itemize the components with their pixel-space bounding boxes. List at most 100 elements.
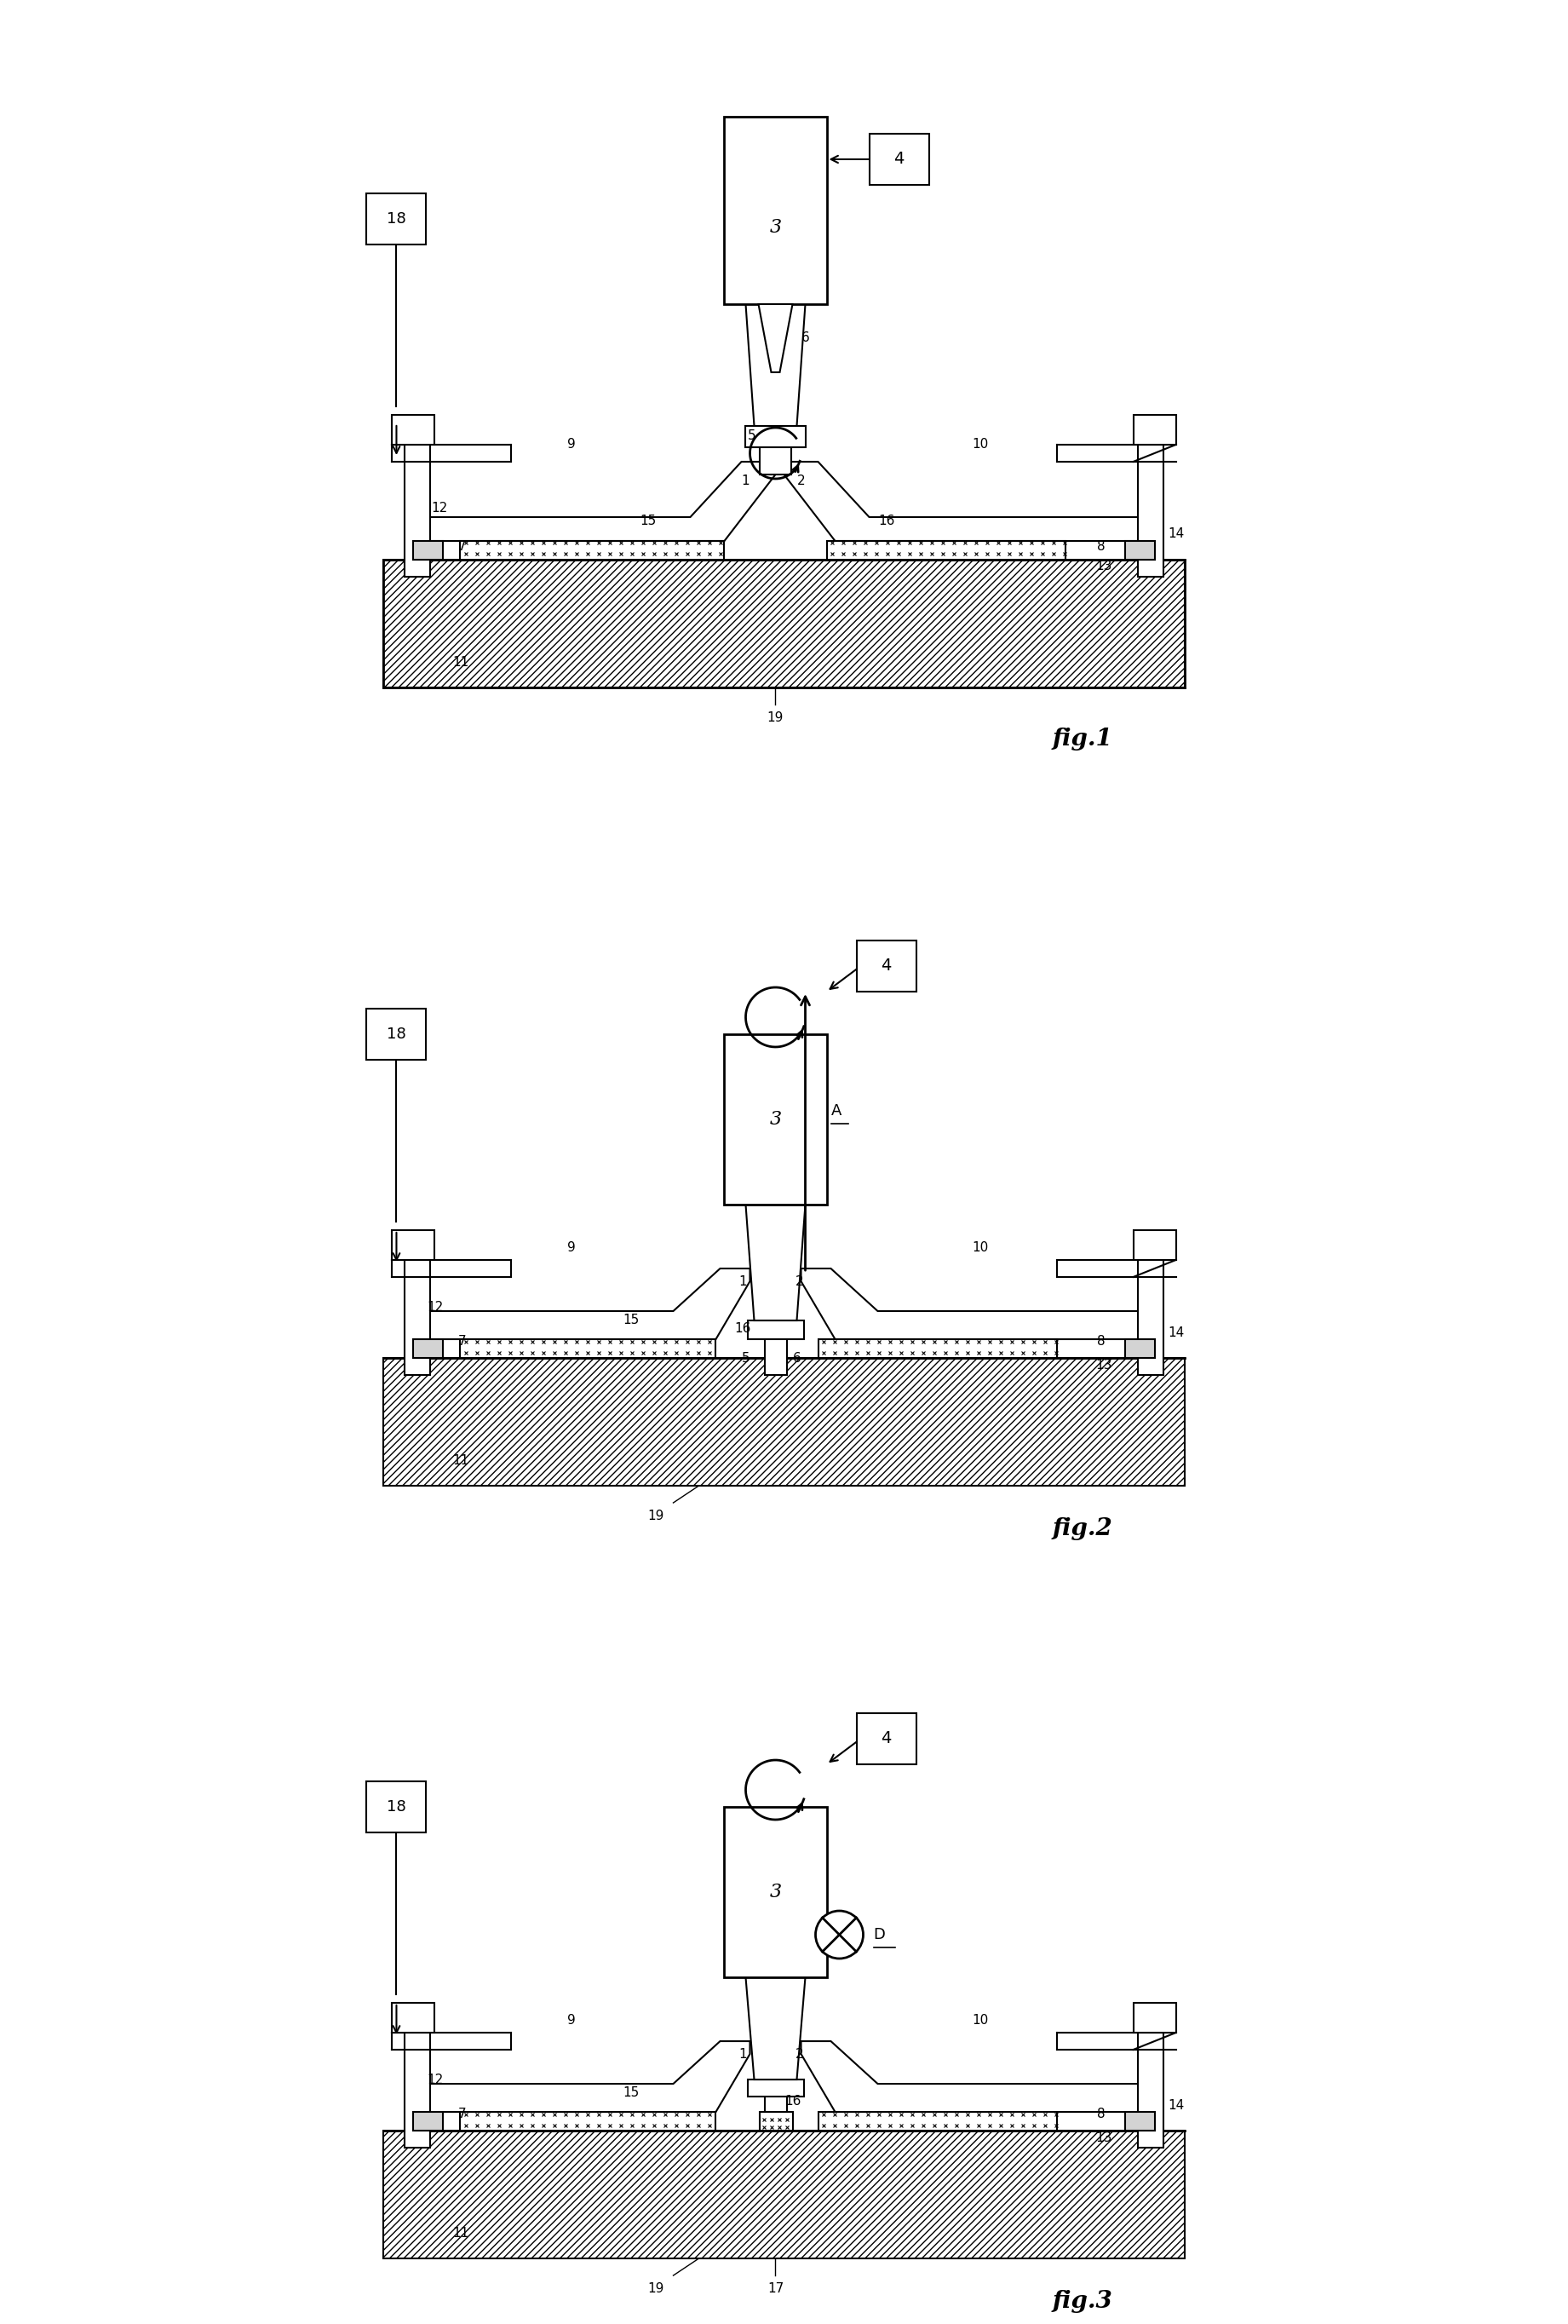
Bar bbox=[405, 442, 431, 576]
Text: fig.3: fig.3 bbox=[1052, 2289, 1112, 2312]
Text: 3: 3 bbox=[770, 1111, 781, 1129]
FancyBboxPatch shape bbox=[367, 193, 426, 244]
Polygon shape bbox=[801, 1269, 1151, 1339]
Bar bbox=[1137, 442, 1163, 576]
Text: 14: 14 bbox=[1168, 1327, 1184, 1339]
Bar bbox=[384, 560, 1184, 688]
FancyBboxPatch shape bbox=[856, 941, 916, 992]
Text: 8: 8 bbox=[1096, 541, 1105, 553]
Text: 10: 10 bbox=[972, 439, 988, 451]
Text: 11: 11 bbox=[452, 1455, 469, 1466]
Bar bbox=[405, 1255, 431, 1376]
Text: 11: 11 bbox=[452, 2226, 469, 2240]
Text: 3: 3 bbox=[770, 218, 781, 237]
Polygon shape bbox=[801, 2040, 1151, 2113]
Bar bbox=[1124, 541, 1154, 560]
Text: 10: 10 bbox=[972, 2013, 988, 2027]
Text: 11: 11 bbox=[452, 655, 469, 669]
Bar bbox=[461, 541, 724, 560]
Text: 12: 12 bbox=[431, 502, 447, 516]
Circle shape bbox=[815, 1910, 864, 1959]
Text: 6: 6 bbox=[793, 1353, 801, 1364]
Bar bbox=[1124, 2113, 1154, 2131]
Text: 1: 1 bbox=[739, 1276, 748, 1287]
Text: 16: 16 bbox=[784, 2094, 801, 2108]
Bar bbox=[384, 1357, 1184, 1485]
Text: 19: 19 bbox=[648, 1508, 665, 1522]
Bar bbox=[414, 541, 444, 560]
Bar bbox=[392, 1229, 434, 1260]
Text: 16: 16 bbox=[878, 516, 894, 528]
Text: 7: 7 bbox=[458, 541, 466, 553]
Text: 4: 4 bbox=[881, 957, 892, 974]
Text: A: A bbox=[831, 1104, 842, 1118]
Text: 10: 10 bbox=[972, 1241, 988, 1253]
Text: 18: 18 bbox=[387, 211, 406, 225]
Text: 13: 13 bbox=[1094, 1360, 1112, 1371]
Text: 9: 9 bbox=[568, 439, 575, 451]
Polygon shape bbox=[759, 304, 792, 372]
Bar bbox=[414, 2113, 444, 2131]
Text: 18: 18 bbox=[387, 1799, 406, 1815]
Polygon shape bbox=[746, 1978, 806, 2080]
Text: fig.1: fig.1 bbox=[1052, 727, 1112, 751]
Bar bbox=[760, 2113, 792, 2131]
Text: 4: 4 bbox=[881, 1731, 892, 1748]
Bar bbox=[724, 1806, 826, 1978]
Text: 2: 2 bbox=[797, 474, 804, 488]
Text: 12: 12 bbox=[426, 1301, 444, 1313]
Polygon shape bbox=[784, 462, 1151, 541]
Bar bbox=[461, 1339, 717, 1357]
Bar bbox=[765, 1336, 787, 1376]
Bar bbox=[414, 1339, 444, 1357]
Text: 12: 12 bbox=[426, 2073, 444, 2087]
Bar bbox=[1137, 1255, 1163, 1376]
Text: 8: 8 bbox=[1096, 2108, 1105, 2119]
Text: 5: 5 bbox=[748, 430, 756, 442]
Bar bbox=[826, 541, 1065, 560]
FancyBboxPatch shape bbox=[856, 1713, 916, 1764]
Text: 17: 17 bbox=[767, 2282, 784, 2294]
Bar bbox=[748, 2080, 803, 2096]
Polygon shape bbox=[417, 462, 776, 541]
Bar bbox=[746, 425, 806, 446]
Text: 19: 19 bbox=[767, 711, 784, 723]
Polygon shape bbox=[417, 2040, 750, 2113]
Bar bbox=[818, 1339, 1057, 1357]
Bar bbox=[461, 2113, 717, 2131]
Text: 14: 14 bbox=[1168, 2099, 1184, 2113]
Bar bbox=[392, 416, 434, 444]
Bar bbox=[392, 2003, 434, 2034]
Bar bbox=[724, 1034, 826, 1204]
Text: 16: 16 bbox=[735, 1322, 751, 1334]
Polygon shape bbox=[746, 1204, 806, 1320]
Text: 13: 13 bbox=[1094, 2131, 1112, 2143]
Text: 2: 2 bbox=[795, 1276, 803, 1287]
Text: 9: 9 bbox=[568, 2013, 575, 2027]
Bar bbox=[1134, 416, 1176, 444]
Text: 15: 15 bbox=[622, 1313, 638, 1327]
Bar bbox=[384, 2131, 1184, 2259]
FancyBboxPatch shape bbox=[367, 1780, 426, 1831]
Polygon shape bbox=[417, 1269, 750, 1339]
Text: 15: 15 bbox=[622, 2087, 638, 2099]
Bar bbox=[818, 2113, 1057, 2131]
FancyBboxPatch shape bbox=[367, 1009, 426, 1060]
Text: 18: 18 bbox=[387, 1027, 406, 1041]
Bar bbox=[1134, 1229, 1176, 1260]
Bar bbox=[1137, 2029, 1163, 2147]
Bar bbox=[1134, 2003, 1176, 2034]
Text: 19: 19 bbox=[648, 2282, 665, 2294]
Bar bbox=[748, 1320, 803, 1339]
Text: 1: 1 bbox=[742, 474, 750, 488]
Text: 6: 6 bbox=[801, 332, 809, 344]
Text: 9: 9 bbox=[568, 1241, 575, 1253]
Bar bbox=[1124, 1339, 1154, 1357]
Text: 8: 8 bbox=[1096, 1334, 1105, 1348]
Text: fig.2: fig.2 bbox=[1052, 1518, 1112, 1541]
Text: 3: 3 bbox=[770, 1882, 781, 1901]
Text: 2: 2 bbox=[795, 2047, 803, 2061]
Bar bbox=[724, 116, 826, 304]
Text: 7: 7 bbox=[458, 1334, 466, 1348]
Bar bbox=[760, 444, 790, 474]
